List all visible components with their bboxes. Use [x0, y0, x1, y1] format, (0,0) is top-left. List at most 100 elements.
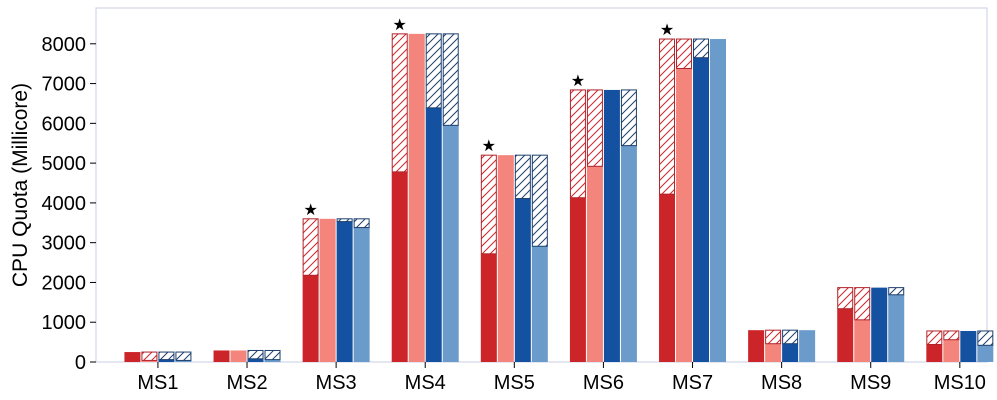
bar-MS6-series-3 — [603, 89, 620, 363]
bar-MS5-series-4 — [531, 154, 548, 362]
bar-MS8-series-1 — [748, 330, 765, 362]
bar-quota-hatched — [480, 154, 497, 255]
bar-quota-hatched — [141, 351, 158, 361]
x-tick-label: MS8 — [761, 372, 802, 394]
bar-MS4-series-3 — [425, 33, 442, 362]
bar-usage — [693, 57, 710, 362]
bar-usage — [497, 155, 514, 362]
star-marker: ★ — [571, 71, 585, 90]
bar-usage — [620, 145, 637, 362]
bar-MS2-series-4 — [264, 349, 281, 362]
stars: ★ ★ ★ ★ ★ — [303, 15, 674, 219]
y-tick-label: 0 — [75, 352, 86, 374]
star-marker: ★ — [660, 20, 674, 39]
bar-usage — [158, 359, 175, 362]
bar-usage — [141, 360, 158, 362]
bar-usage — [319, 218, 336, 362]
bar-MS1-series-4 — [175, 351, 192, 362]
bar-MS5-series-2 — [497, 155, 514, 362]
bar-usage — [782, 343, 799, 362]
bar-quota-hatched — [586, 89, 603, 167]
bar-usage — [676, 68, 693, 362]
bar-MS1-series-1 — [124, 352, 141, 362]
bar-quota-hatched — [926, 330, 943, 345]
x-tick-label: MS4 — [405, 372, 446, 394]
bar-quota-hatched — [676, 38, 693, 69]
bar-usage — [603, 89, 620, 363]
bar-quota-hatched — [977, 330, 994, 346]
x-axis: MS1 MS2 MS3 MS4 MS5 MS6 MS7 MS8 MS9 MS10 — [137, 362, 986, 394]
bar-quota-hatched — [264, 349, 281, 361]
bar-quota-hatched — [158, 351, 175, 361]
y-tick-label: 5000 — [42, 153, 87, 175]
bar-usage — [888, 294, 905, 362]
bar-usage — [960, 330, 977, 362]
bar-quota-hatched — [854, 287, 871, 321]
bar-MS2-series-1 — [213, 350, 230, 362]
bar-MS8-series-3 — [782, 329, 799, 362]
bar-MS9-series-1 — [837, 287, 854, 362]
bar-quota-hatched — [302, 218, 319, 276]
bar-usage — [480, 253, 497, 362]
bar-quota-hatched — [336, 218, 353, 223]
bar-MS4-series-2 — [408, 33, 425, 362]
bar-usage — [871, 287, 888, 362]
bar-MS2-series-3 — [247, 349, 264, 362]
bar-MS3-series-2 — [319, 218, 336, 362]
bar-MS7-series-4 — [710, 39, 727, 362]
bar-usage — [926, 344, 943, 362]
bar-quota-hatched — [531, 154, 548, 247]
bar-quota-hatched — [888, 287, 905, 296]
bar-usage — [710, 39, 727, 362]
bar-quota-hatched — [837, 287, 854, 310]
bar-usage — [569, 197, 586, 362]
bar-usage — [302, 275, 319, 362]
bar-MS4-series-4 — [442, 33, 459, 362]
bar-quota-hatched — [782, 329, 799, 345]
bar-MS9-series-2 — [854, 287, 871, 362]
bar-quota-hatched — [442, 33, 459, 126]
bar-MS1-series-2 — [141, 351, 158, 362]
bar-usage — [213, 350, 230, 362]
bar-MS4-series-1 — [391, 33, 408, 362]
bar-quota-hatched — [353, 218, 370, 229]
y-tick-label: 1000 — [42, 312, 87, 334]
bar-usage — [124, 352, 141, 362]
bar-usage — [408, 33, 425, 362]
bar-MS10-series-4 — [977, 330, 994, 362]
bar-usage — [442, 125, 459, 362]
y-axis: 0 1000 2000 3000 4000 5000 6000 7000 8000 — [42, 34, 96, 374]
y-tick-label: 7000 — [42, 74, 87, 96]
bar-usage — [230, 350, 247, 362]
bar-quota-hatched — [425, 33, 442, 109]
bar-MS10-series-3 — [960, 330, 977, 362]
x-tick-label: MS3 — [316, 372, 357, 394]
bar-usage — [799, 330, 816, 362]
bar-MS10-series-2 — [943, 330, 960, 362]
bar-quota-hatched — [514, 154, 531, 200]
y-tick-label: 4000 — [42, 193, 87, 215]
bar-usage — [586, 166, 603, 362]
bar-MS6-series-4 — [620, 89, 637, 362]
bar-quota-hatched — [569, 89, 586, 199]
bar-MS2-series-2 — [230, 350, 247, 362]
bar-usage — [336, 221, 353, 362]
x-tick-label: MS6 — [583, 372, 624, 394]
bar-MS1-series-3 — [158, 351, 175, 362]
bar-MS3-series-3 — [336, 218, 353, 362]
bar-usage — [659, 194, 676, 362]
bar-MS5-series-3 — [514, 154, 531, 362]
bar-usage — [765, 343, 782, 362]
x-tick-label: MS5 — [494, 372, 535, 394]
y-tick-label: 2000 — [42, 272, 87, 294]
bar-MS9-series-4 — [888, 287, 905, 362]
bar-MS7-series-1 — [659, 38, 676, 362]
y-tick-label: 8000 — [42, 34, 87, 56]
x-tick-label: MS7 — [672, 372, 713, 394]
y-tick-label: 3000 — [42, 233, 87, 255]
bar-usage — [353, 227, 370, 362]
x-tick-label: MS1 — [137, 372, 178, 394]
bar-MS3-series-4 — [353, 218, 370, 362]
bar-quota-hatched — [765, 329, 782, 345]
bar-usage — [264, 359, 281, 362]
